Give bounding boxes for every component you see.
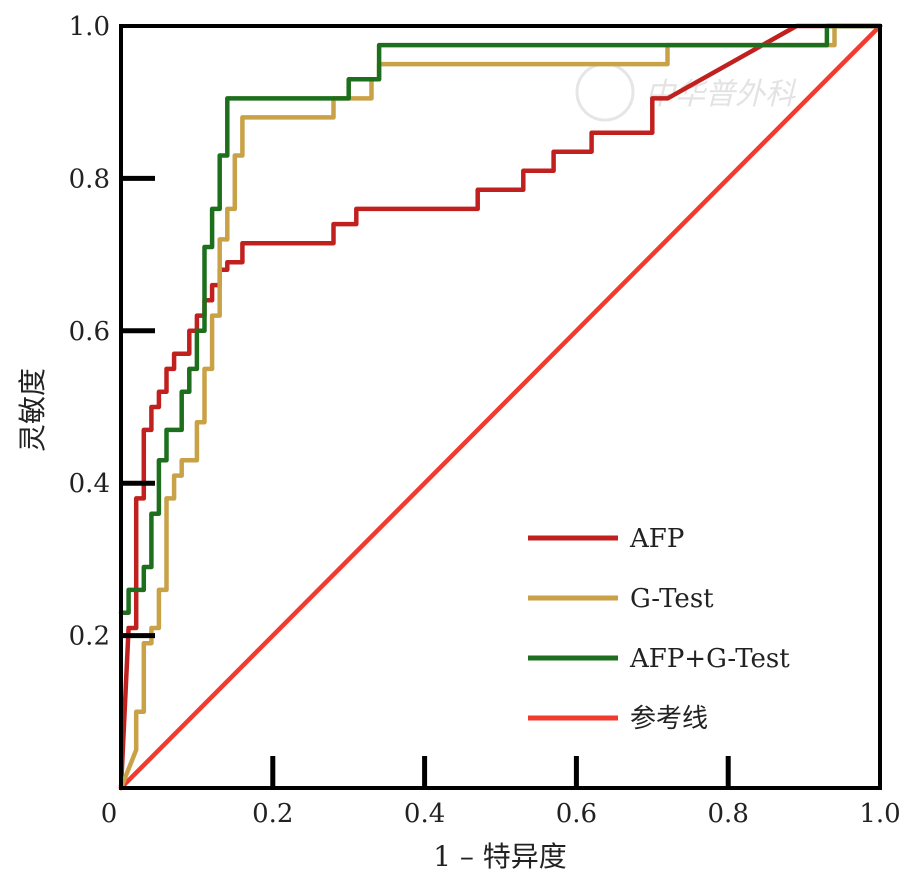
watermark: 中华普外科 — [575, 62, 797, 122]
x-tick-label: 0 — [101, 799, 118, 829]
series-line-AFP+G-Test — [118, 23, 883, 615]
legend-label: 参考线 — [630, 704, 708, 734]
x-tick-label: 0.8 — [708, 799, 749, 829]
plot-frame — [119, 24, 882, 790]
x-axis-title: 1 – 特异度 — [433, 840, 567, 873]
x-tick-label: 0.6 — [556, 799, 597, 829]
y-tick-label: 0.6 — [69, 317, 110, 347]
y-tick-label: 1.0 — [69, 12, 110, 42]
ticks-layer: 0 0.2 0.4 0.6 0.8 1.0 0.2 0.4 0.6 0.8 1.0 — [69, 12, 901, 829]
y-tick-label: 0.8 — [69, 164, 110, 194]
watermark-text: 中华普外科 — [645, 77, 797, 112]
x-tick-label: 1.0 — [859, 799, 900, 829]
x-tick-label: 0.2 — [252, 799, 293, 829]
y-tick-label: 0.4 — [69, 469, 110, 499]
legend: AFP G-Test AFP+G-Test 参考线 — [528, 524, 790, 734]
x-tick-label: 0.4 — [404, 799, 445, 829]
legend-label: G-Test — [630, 584, 714, 614]
y-axis-title: 灵敏度 — [16, 368, 49, 452]
series-line-参考线 — [118, 23, 883, 791]
legend-label: AFP+G-Test — [629, 644, 790, 674]
legend-label: AFP — [629, 524, 684, 554]
y-tick-label: 0.2 — [69, 622, 110, 652]
watermark-seal-icon — [575, 62, 635, 122]
series-layer — [118, 23, 883, 791]
